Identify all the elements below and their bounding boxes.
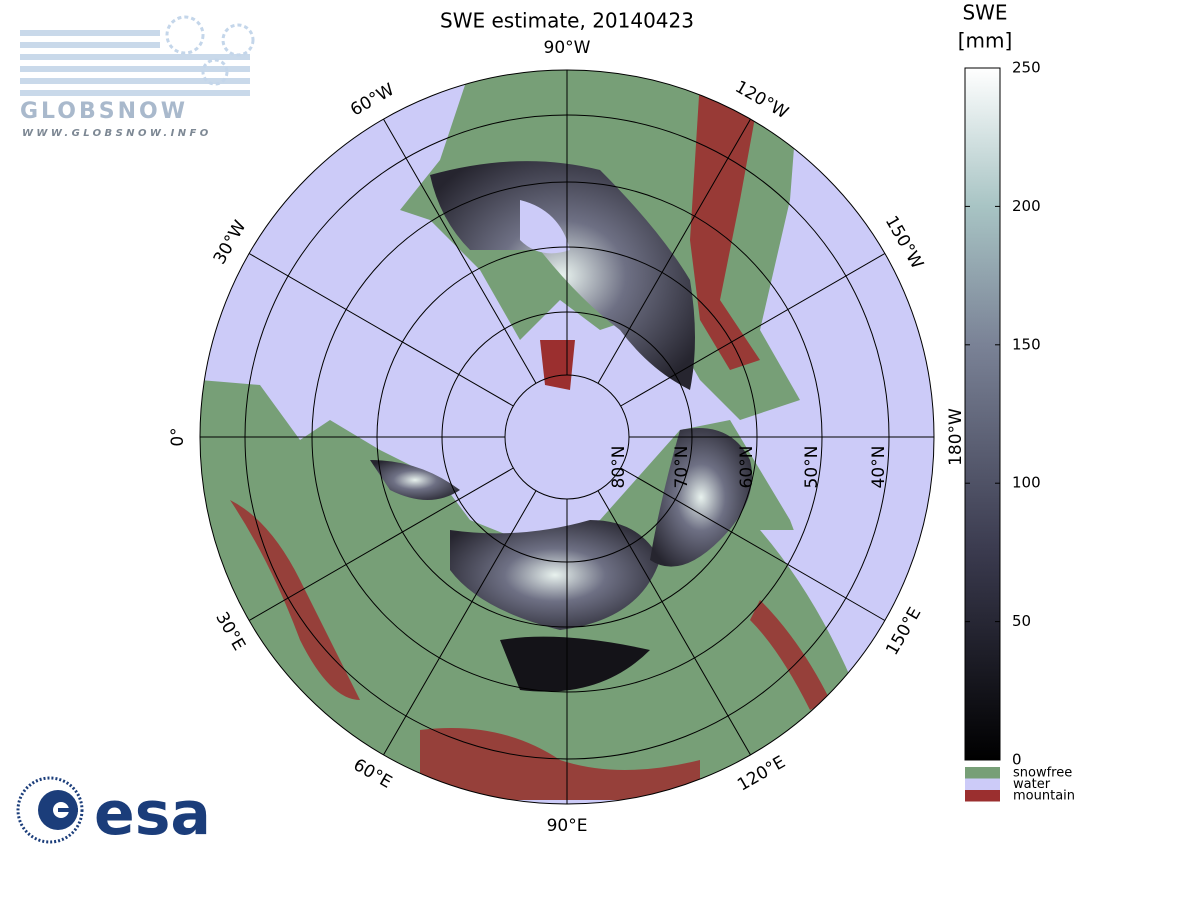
latitude-label: 40°N xyxy=(869,446,889,489)
meridian xyxy=(597,490,751,756)
colorbar-tick-label: 250 xyxy=(1012,59,1041,77)
polar-map xyxy=(200,70,934,804)
colorbar-title: SWE xyxy=(962,1,1007,25)
snow-cover xyxy=(430,161,695,390)
graticule xyxy=(200,70,934,804)
colorbar-title: [mm] xyxy=(958,29,1013,53)
longitude-label: 60°W xyxy=(347,80,398,121)
mountain xyxy=(230,500,360,700)
legend-swatch xyxy=(965,790,1000,802)
longitude-label: 60°E xyxy=(350,755,395,793)
meridian xyxy=(597,118,751,384)
colorbar-tick-label: 0 xyxy=(1012,751,1022,769)
globsnow-url: WWW.GLOBSNOW.INFO xyxy=(22,128,212,139)
globsnow-text: GLOBSNOW xyxy=(20,99,188,124)
meridian xyxy=(620,253,886,407)
legend-label: mountain xyxy=(1013,789,1075,804)
esa-logo: esa xyxy=(16,776,211,849)
latitude-label: 60°N xyxy=(737,446,757,489)
colorbar-tick-label: 200 xyxy=(1012,197,1041,215)
meridian xyxy=(383,118,537,384)
longitude-label: 90°W xyxy=(544,38,591,58)
snow-cover xyxy=(500,636,650,692)
water-body xyxy=(520,200,570,254)
mountain xyxy=(750,600,830,710)
legend-swatch xyxy=(965,778,1000,790)
meridian xyxy=(383,490,537,756)
mountain xyxy=(420,728,700,800)
colorbar xyxy=(964,67,1001,761)
latitude-label: 50°N xyxy=(802,446,822,489)
colorbar-tick-label: 50 xyxy=(1012,612,1031,630)
latitude-label: 80°N xyxy=(609,446,629,489)
esa-text: esa xyxy=(94,779,211,849)
globsnow-logo: GLOBSNOW WWW.GLOBSNOW.INFO xyxy=(20,15,255,139)
longitude-label: 30°E xyxy=(211,609,249,654)
meridian xyxy=(248,467,514,621)
colorbar-tick-label: 100 xyxy=(1012,474,1041,492)
colorbar-tick-label: 150 xyxy=(1012,335,1041,353)
legend-label: snowfree xyxy=(1013,766,1072,781)
mountain xyxy=(540,340,575,390)
map-frame xyxy=(199,69,935,805)
legend-label: water xyxy=(1013,777,1051,792)
longitude-label: 180°W xyxy=(946,408,966,466)
longitude-label: 0° xyxy=(168,427,188,446)
meridian xyxy=(620,467,886,621)
meridian xyxy=(248,253,514,407)
snow-cover xyxy=(370,460,460,500)
latitude-label: 70°N xyxy=(672,446,692,489)
snow-cover xyxy=(450,520,660,630)
snow-cover xyxy=(650,428,752,567)
mountain xyxy=(690,80,760,370)
longitude-label: 90°E xyxy=(547,816,588,836)
legend-swatch xyxy=(965,767,1000,779)
longitude-label: 30°W xyxy=(210,217,251,268)
map-title: SWE estimate, 20140423 xyxy=(440,9,694,33)
